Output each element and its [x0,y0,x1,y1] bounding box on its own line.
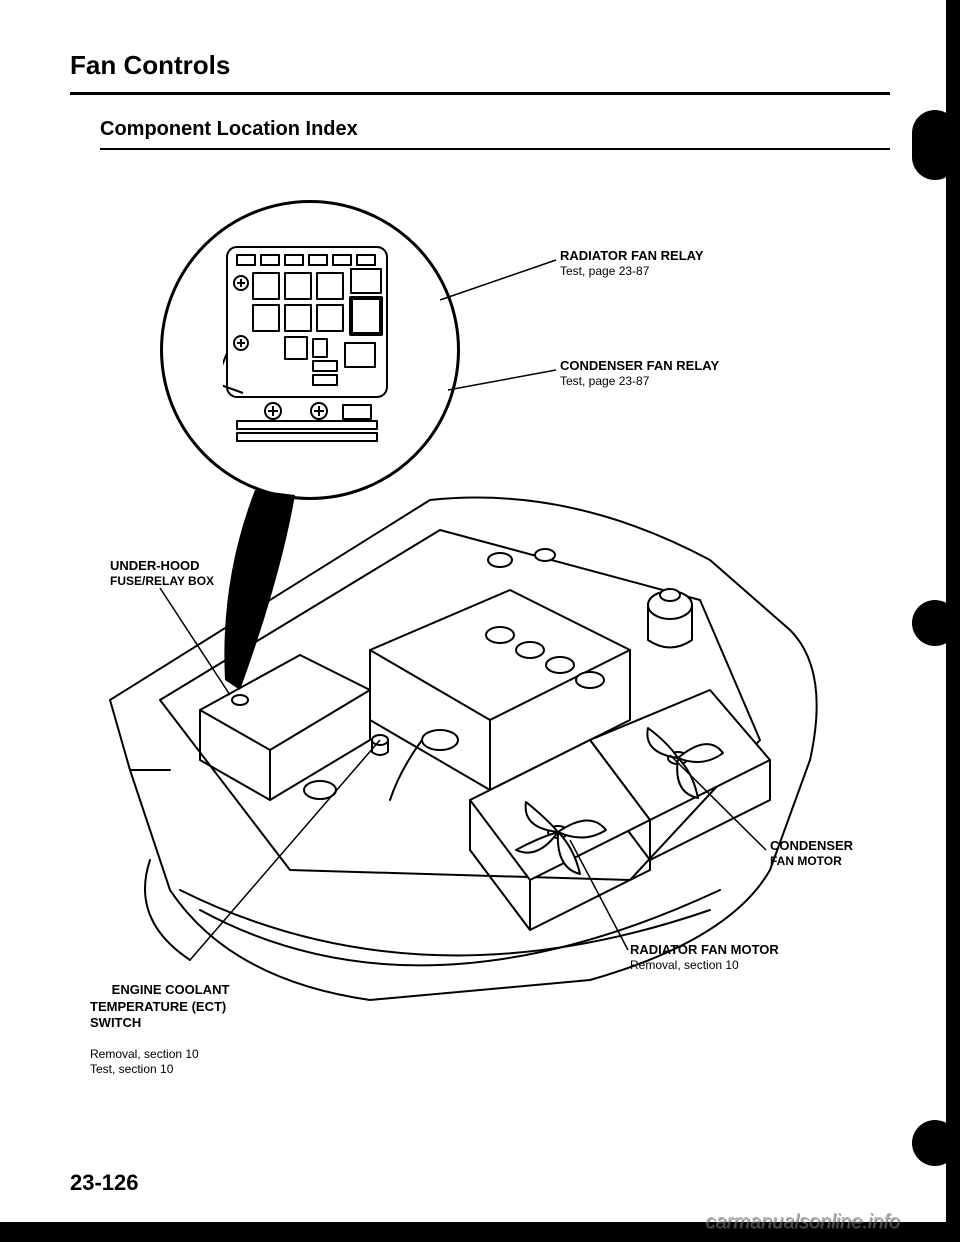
label-condenser-fan-motor: CONDENSER FAN MOTOR [770,838,853,869]
relay-box-detail [160,200,460,500]
binder-spine [924,0,960,1242]
section-subtitle: Component Location Index [100,118,358,141]
component-diagram: RADIATOR FAN RELAY Test, page 23-87 COND… [70,200,890,1100]
label-title: ENGINE COOLANT TEMPERATURE (ECT) SWITCH [90,982,229,1030]
label-title: CONDENSER [770,838,853,853]
label-sub: FAN MOTOR [770,854,853,869]
label-title: RADIATOR FAN RELAY [560,248,704,263]
label-title: UNDER-HOOD [110,558,200,573]
label-title: RADIATOR FAN MOTOR [630,942,779,957]
manual-page: Fan Controls Component Location Index [0,0,960,1242]
label-condenser-fan-relay: CONDENSER FAN RELAY Test, page 23-87 [560,358,719,389]
label-sub: Removal, section 10 [630,958,779,973]
page-number: 23-126 [70,1170,139,1196]
label-radiator-fan-relay: RADIATOR FAN RELAY Test, page 23-87 [560,248,704,279]
rule-sub [100,148,890,150]
label-ect-switch: ENGINE COOLANT TEMPERATURE (ECT) SWITCH … [90,966,229,1110]
label-sub: Removal, section 10 Test, section 10 [90,1047,229,1077]
rule-main [70,92,890,95]
fuse-relay-box-icon [223,243,393,443]
label-title: CONDENSER FAN RELAY [560,358,719,373]
label-sub: Test, page 23-87 [560,374,719,389]
label-under-hood-box: UNDER-HOOD FUSE/RELAY BOX [110,558,214,589]
label-radiator-fan-motor: RADIATOR FAN MOTOR Removal, section 10 [630,942,779,973]
label-sub: Test, page 23-87 [560,264,704,279]
label-sub: FUSE/RELAY BOX [110,574,214,589]
page-title: Fan Controls [70,50,230,81]
watermark-text: carmanualsonline.info [705,1211,900,1234]
